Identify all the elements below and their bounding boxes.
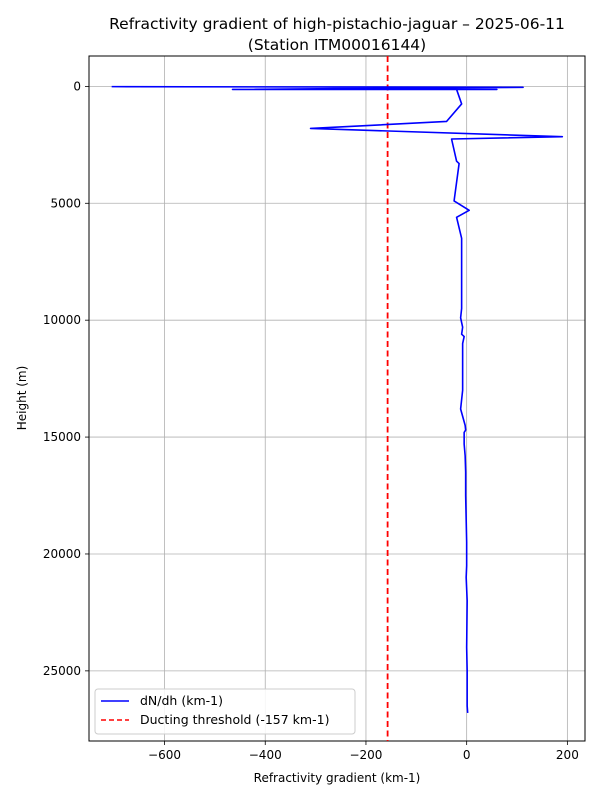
legend-label-threshold: Ducting threshold (-157 km-1) — [140, 712, 329, 727]
y-axis-label: Height (m) — [15, 366, 29, 431]
y-axis-ticks: 0 5000 10000 15000 20000 25000 — [43, 79, 89, 678]
chart-title: Refractivity gradient of high-pistachio-… — [109, 15, 565, 33]
legend-box — [94, 688, 356, 735]
x-axis-label: Refractivity gradient (km-1) — [254, 771, 421, 785]
legend-label-series: dN/dh (km-1) — [140, 693, 223, 708]
x-axis-ticks: −600 −400 −200 0 200 — [148, 741, 579, 762]
series-line-dndh — [111, 85, 564, 714]
y-tick-label: 0 — [73, 79, 81, 93]
x-tick-label: −600 — [148, 748, 181, 762]
x-tick-label: 200 — [556, 748, 579, 762]
y-tick-label: 25000 — [43, 664, 81, 678]
y-tick-label: 10000 — [43, 313, 81, 327]
y-tick-label: 5000 — [50, 196, 81, 210]
x-tick-label: −400 — [249, 748, 282, 762]
x-tick-label: −200 — [349, 748, 382, 762]
y-tick-label: 20000 — [43, 547, 81, 561]
x-tick-label: 0 — [463, 748, 471, 762]
legend: dN/dh (km-1) Ducting threshold (-157 km-… — [94, 688, 356, 735]
chart-subtitle: (Station ITM00016144) — [248, 36, 426, 54]
series-layer — [111, 85, 564, 714]
plot-area — [88, 55, 586, 742]
y-tick-label: 15000 — [43, 430, 81, 444]
